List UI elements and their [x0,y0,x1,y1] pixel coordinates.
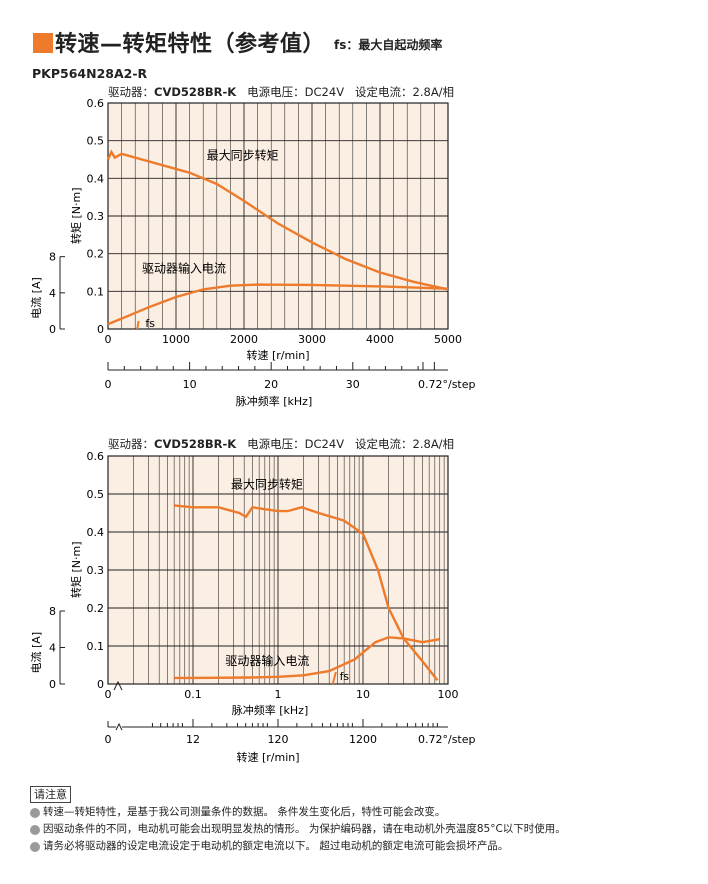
secondary-axis-tick-label: 0 [105,733,112,746]
x-tick-label: 0 [105,688,112,701]
current-value: 2.8A/相 [412,85,455,99]
note-text: 转速—转矩特性，是基于我公司测量条件的数据。 条件发生变化后，特性可能会改变。 [43,806,446,818]
y-axis-label: 转矩 [N·m] [69,541,83,598]
x-axis-label: 转速 [r/min] [246,348,309,362]
secondary-axis-tick-label: 0 [105,378,112,391]
x-axis-label: 脉冲频率 [kHz] [232,703,309,717]
current-label: 设定电流： [355,85,413,99]
secondary-axis-tick-label: 10 [183,378,197,391]
y2-tick-label: 0 [49,323,56,336]
x-tick-label: 0 [105,333,112,346]
notes-title: 请注意 [30,786,71,803]
y-tick-label: 0.1 [87,285,105,298]
y2-axis-label: 电流 [A] [29,277,43,319]
y-tick-label: 0 [97,678,104,691]
y-tick-label: 0.2 [87,248,105,261]
annotation-fs: fs [145,317,155,330]
x-tick-label: 5000 [434,333,462,346]
x-tick-label: 0.1 [184,688,202,701]
annotation-input-current: 驱动器输入电流 [225,653,309,668]
secondary-axis-tick-label: 30 [346,378,360,391]
voltage-value: DC24V [304,85,345,99]
annotation-fs: fs [340,670,350,683]
spec-line-1: 驱动器：CVD528BR-K 电源电压：DC24V 设定电流：2.8A/相 [108,84,454,100]
secondary-axis-tick-label: 120 [268,733,289,746]
driver-label: 驱动器： [108,85,154,99]
secondary-axis-tick-label: 0.72°/step [418,378,476,391]
plot-frame [107,455,449,685]
secondary-axis-tick-label: 20 [264,378,278,391]
y-tick-label: 0.5 [87,488,105,501]
axis-break-mark [113,680,123,691]
bullet-icon [30,807,40,818]
note-text: 因驱动条件的不同，电动机可能会出现明显发热的情形。 为保护编码器，请在电动机外壳… [43,823,566,835]
secondary-axis-tick-label: 0.72°/step [418,733,476,746]
voltage-label: 电源电压： [247,85,305,99]
note-item: 请务必将驱动器的设定电流设定于电动机的额定电流以下。 超过电动机的额定电流可能会… [30,838,566,855]
y2-tick-label: 0 [49,678,56,691]
current-label: 设定电流： [355,437,413,451]
y2-tick-label: 8 [49,605,56,618]
annotation-max-torque: 最大同步转矩 [231,476,303,491]
y2-tick-label: 4 [49,642,56,655]
fs-marker [136,320,140,330]
y2-axis-label: 电流 [A] [29,632,43,674]
axis-break-mark [115,722,123,731]
y2-tick-label: 4 [49,287,56,300]
annotation-max-torque: 最大同步转矩 [207,148,279,163]
plot-frame [107,102,449,330]
page-title: 转速—转矩特性（参考值） [55,32,326,57]
fs-marker [331,671,337,685]
y-tick-label: 0.6 [87,97,105,110]
x-tick-label: 100 [438,688,459,701]
bullet-icon [30,824,40,835]
driver-value: CVD528BR-K [154,85,237,99]
note-text: 请务必将驱动器的设定电流设定于电动机的额定电流以下。 超过电动机的额定电流可能会… [43,840,509,852]
driver-label: 驱动器： [108,437,154,451]
voltage-value: DC24V [304,437,345,451]
current-value: 2.8A/相 [412,437,455,451]
y-tick-label: 0.2 [87,602,105,615]
driver-value: CVD528BR-K [154,437,237,451]
secondary-axis-tick-label: 12 [186,733,200,746]
page-subtitle: fs：最大自起动频率 [334,38,443,52]
model-label: PKP564N28A2-R [32,66,148,81]
x-tick-label: 10 [356,688,370,701]
y2-tick-label: 8 [49,251,56,264]
y-tick-label: 0.6 [87,450,105,463]
x-tick-label: 3000 [298,333,326,346]
note-item: 因驱动条件的不同，电动机可能会出现明显发热的情形。 为保护编码器，请在电动机外壳… [30,821,566,838]
spec-line-2: 驱动器：CVD528BR-K 电源电压：DC24V 设定电流：2.8A/相 [108,436,454,452]
series-line [106,149,449,291]
secondary-axis-label: 转速 [r/min] [236,750,299,764]
x-tick-label: 4000 [366,333,394,346]
title-marker-block [33,33,53,53]
y-tick-label: 0.4 [87,172,105,185]
y-tick-label: 0.3 [87,210,105,223]
y-tick-label: 0.1 [87,640,105,653]
x-tick-label: 1 [275,688,282,701]
y-tick-label: 0.5 [87,135,105,148]
bullet-icon [30,841,40,852]
series-line [107,283,449,326]
annotation-input-current: 驱动器输入电流 [142,261,226,276]
y-axis-label: 转矩 [N·m] [69,187,83,244]
x-tick-label: 1000 [162,333,190,346]
series-line [173,504,439,681]
x-tick-label: 2000 [230,333,258,346]
secondary-axis-tick-label: 1200 [349,733,377,746]
secondary-axis-label: 脉冲频率 [kHz] [236,394,313,408]
note-item: 转速—转矩特性，是基于我公司测量条件的数据。 条件发生变化后，特性可能会改变。 [30,804,566,821]
notes-section: 请注意 转速—转矩特性，是基于我公司测量条件的数据。 条件发生变化后，特性可能会… [30,786,566,855]
y-tick-label: 0 [97,323,104,336]
y-tick-label: 0.4 [87,526,105,539]
y-tick-label: 0.3 [87,564,105,577]
series-line [174,636,441,680]
chart-speed-torque-linear: 00.10.20.30.40.50.60 1000 2000 3000 4000 5000… [29,97,476,408]
voltage-label: 电源电压： [247,437,305,451]
